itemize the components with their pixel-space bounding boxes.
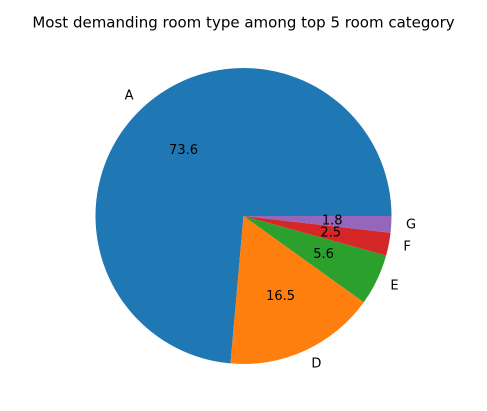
pie-slices [95,68,391,364]
slice-label-g: G [406,218,416,233]
slice-label-a: A [125,88,134,103]
slice-label-d: D [311,356,321,371]
slice-label-e: E [390,279,398,294]
slice-value-g: 1.8 [322,214,343,229]
slice-label-f: F [403,240,410,255]
slice-value-e: 5.6 [313,247,334,262]
chart-title: Most demanding room type among top 5 roo… [32,14,454,32]
slice-value-a: 73.6 [169,143,198,158]
slice-value-d: 16.5 [266,289,295,304]
